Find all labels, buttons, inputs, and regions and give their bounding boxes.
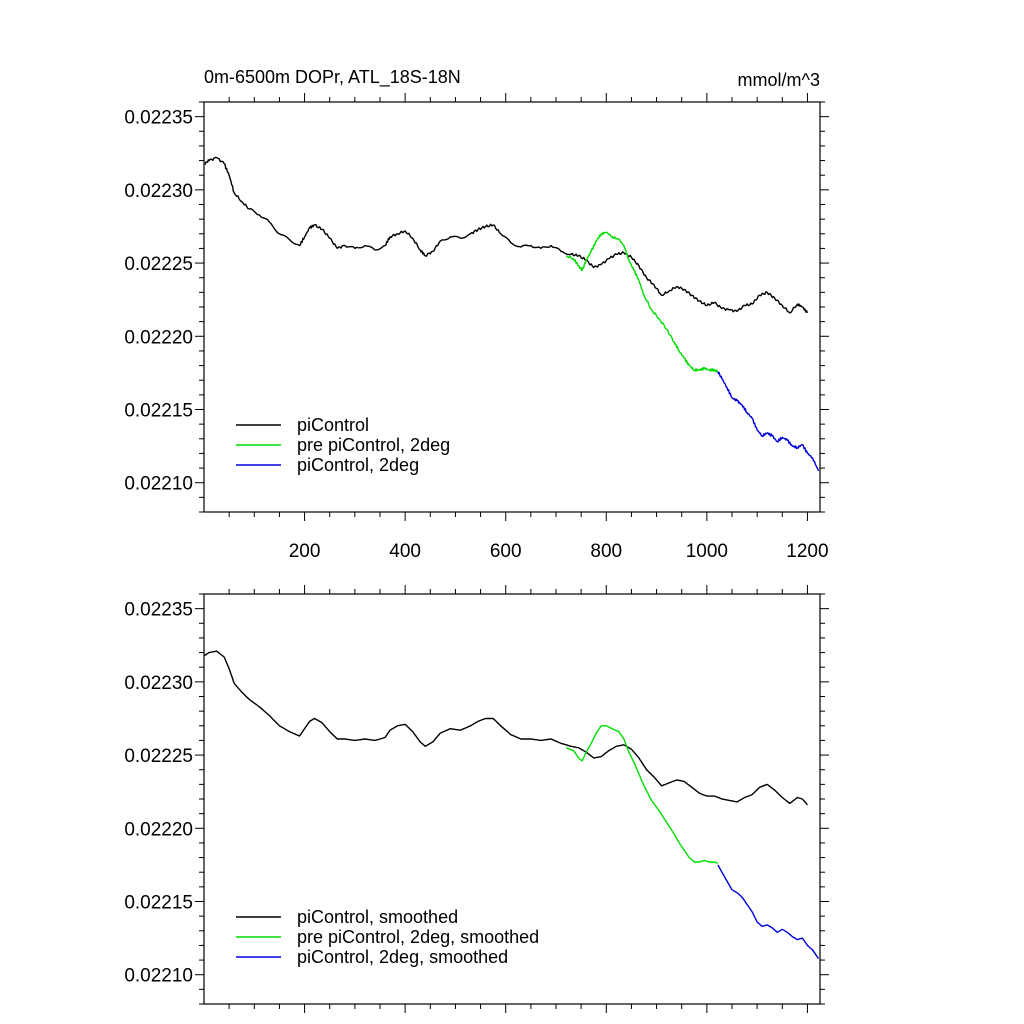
- bottom-y-tick-labels: 0.02210 0.02215 0.02220 0.02225 0.02230 0.022…: [124, 600, 193, 987]
- bottom-y-tick-label: 0.02230: [124, 673, 193, 694]
- bottom-y-tick-label: 0.02225: [124, 746, 193, 767]
- bottom-series-line-0: [204, 650, 808, 806]
- top-y-tick-label: 0.02225: [124, 254, 193, 275]
- bottom-series-lines: [204, 650, 820, 959]
- bottom-legend-label: pre piControl, 2deg, smoothed: [297, 927, 539, 947]
- bottom-y-tick-label: 0.02235: [124, 600, 193, 621]
- top-y-tick-label: 0.02230: [124, 181, 193, 202]
- top-x-tick-label: 400: [389, 541, 421, 562]
- top-series-lines: [204, 156, 820, 472]
- top-legend-label: piControl, 2deg: [297, 455, 419, 475]
- top-x-tick-label: 200: [289, 541, 321, 562]
- top-legend-label: pre piControl, 2deg: [297, 435, 450, 455]
- chart-title: 0m-6500m DOPr, ATL_18S-18N: [204, 67, 461, 88]
- top-legend-label: piControl: [297, 415, 369, 435]
- bottom-y-tick-label: 0.02215: [124, 893, 193, 914]
- top-series-line-2: [717, 371, 820, 472]
- top-x-tick-label: 1000: [686, 541, 728, 562]
- top-x-tick-labels: 200 400 600 800 1000 1200: [289, 541, 829, 562]
- bottom-y-tick-label: 0.02210: [124, 966, 193, 987]
- top-y-tick-label: 0.02215: [124, 401, 193, 422]
- bottom-legend-label: piControl, 2deg, smoothed: [297, 947, 508, 967]
- bottom-panel: 0.02210 0.02215 0.02220 0.02225 0.02230 0.022…: [124, 585, 829, 1013]
- top-series-line-1: [565, 231, 719, 373]
- top-y-tick-label: 0.02235: [124, 108, 193, 129]
- bottom-ticks: [195, 585, 829, 1013]
- bottom-y-tick-label: 0.02220: [124, 819, 193, 840]
- top-y-tick-labels: 0.02210 0.02215 0.02220 0.02225 0.02230 0.022…: [124, 108, 193, 495]
- top-x-tick-label: 600: [490, 541, 522, 562]
- bottom-legend-label: piControl, smoothed: [297, 907, 458, 927]
- top-ticks: [195, 93, 829, 521]
- top-panel: 0m-6500m DOPr, ATL_18S-18N mmol/m^3 0.02…: [124, 67, 829, 562]
- units-label: mmol/m^3: [738, 70, 820, 90]
- top-y-tick-label: 0.02220: [124, 327, 193, 348]
- top-x-tick-label: 800: [590, 541, 622, 562]
- top-series-line-0: [204, 156, 809, 314]
- bottom-series-line-2: [717, 864, 820, 959]
- top-x-tick-label: 1200: [786, 541, 828, 562]
- top-y-tick-label: 0.02210: [124, 474, 193, 495]
- bottom-series-line-1: [565, 725, 719, 865]
